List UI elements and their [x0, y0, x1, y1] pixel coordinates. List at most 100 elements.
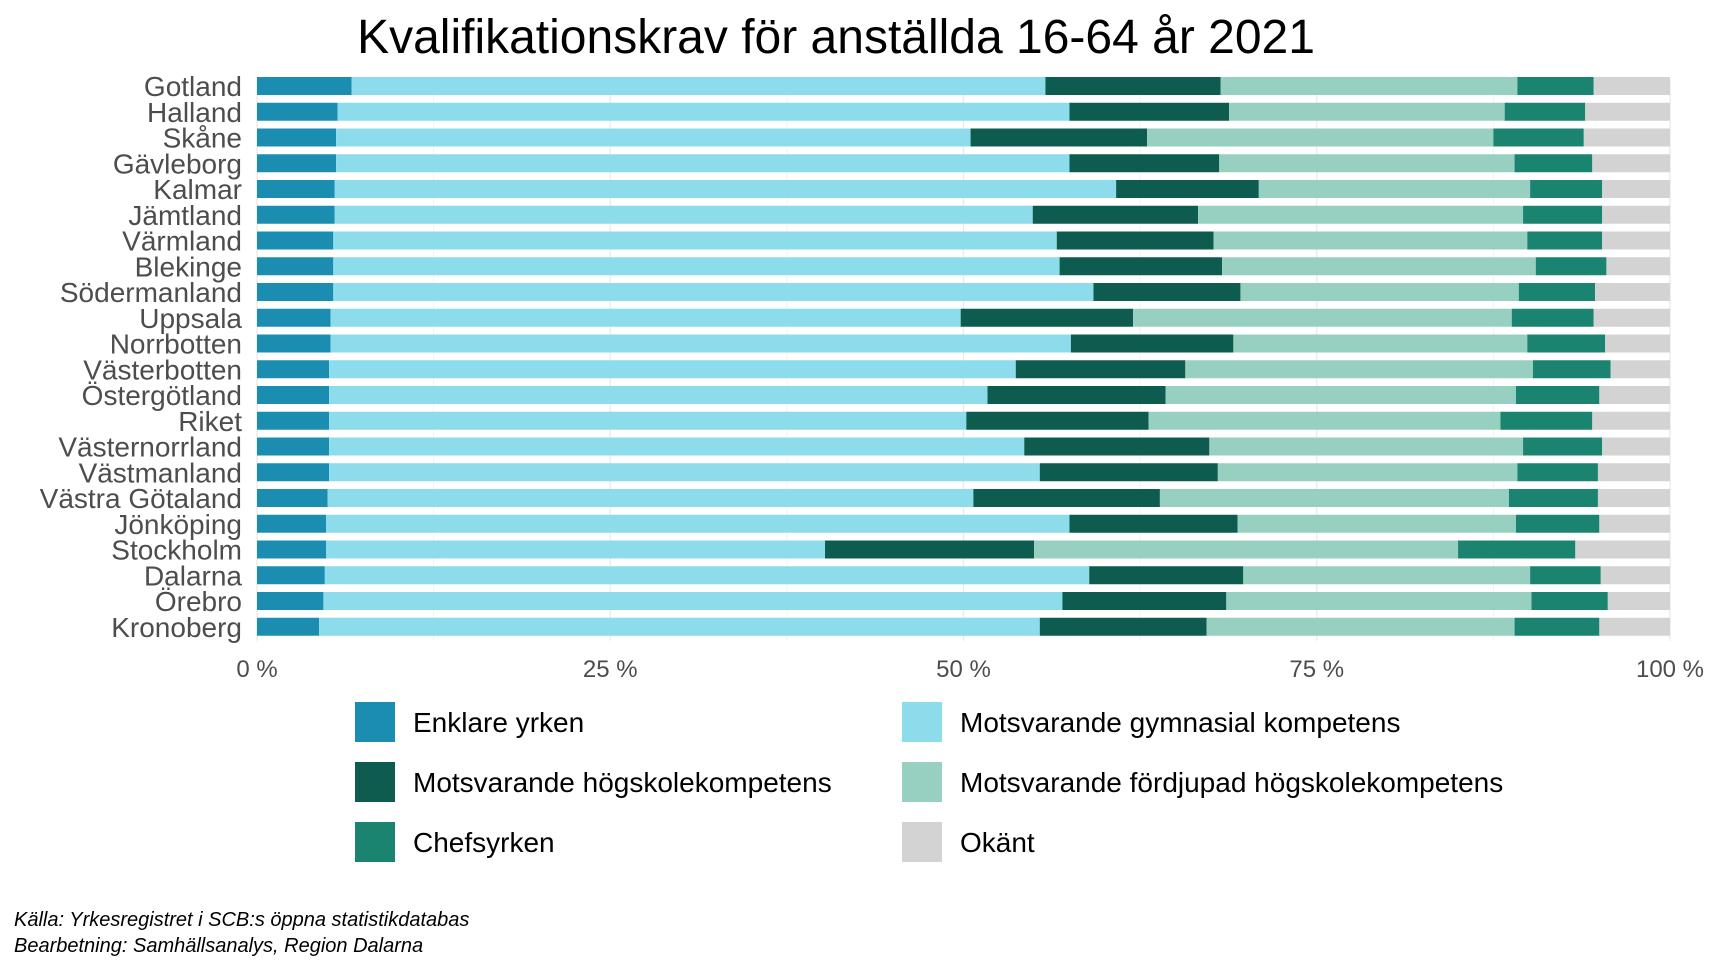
bar-segment-5-3 [1198, 205, 1524, 224]
legend-label: Motsvarande fördjupad högskolekompetens [960, 767, 1503, 798]
legend-label: Chefsyrken [413, 827, 555, 858]
bar-segment-18-0 [257, 540, 327, 559]
bar-segment-19-3 [1243, 566, 1531, 585]
bar-segment-20-5 [1607, 592, 1670, 610]
bar-segment-9-3 [1133, 308, 1512, 327]
bar-segment-4-4 [1530, 180, 1603, 198]
region-label: Uppsala [139, 303, 242, 334]
legend-swatch [902, 762, 942, 802]
bar-segment-7-0 [257, 257, 334, 276]
bar-segment-19-5 [1600, 566, 1670, 585]
bar-segment-11-3 [1185, 360, 1533, 379]
bar-segment-15-2 [1039, 463, 1218, 482]
region-label: Östergötland [82, 380, 242, 411]
bar-segment-8-1 [333, 283, 1094, 301]
bar-segment-5-5 [1602, 205, 1670, 224]
bar-segment-4-2 [1116, 180, 1259, 198]
bar-segment-14-1 [329, 437, 1025, 456]
bar-segment-5-2 [1032, 205, 1199, 224]
bar-segment-10-0 [257, 334, 331, 353]
bar-segment-12-3 [1165, 386, 1516, 404]
bar-segment-1-2 [1069, 102, 1230, 121]
bar-segment-3-3 [1219, 154, 1515, 173]
bar-segment-12-2 [987, 386, 1166, 404]
bar-segment-14-5 [1602, 437, 1670, 456]
bar-segment-21-1 [319, 617, 1040, 636]
bar-segment-8-3 [1240, 283, 1519, 301]
region-label: Västmanland [79, 457, 242, 488]
bar-segment-3-2 [1069, 154, 1220, 173]
bar-segment-0-2 [1045, 77, 1221, 95]
region-label: Dalarna [144, 560, 242, 591]
bar-segment-12-5 [1599, 386, 1670, 404]
legend-label: Motsvarande gymnasial kompetens [960, 707, 1400, 738]
bar-segment-2-0 [257, 128, 337, 147]
region-label: Norrbotten [110, 329, 242, 360]
bar-segment-13-5 [1592, 411, 1670, 430]
bar-segment-9-2 [960, 308, 1134, 327]
bar-segment-7-4 [1535, 257, 1607, 276]
bar-segment-15-1 [329, 463, 1040, 482]
bar-segment-17-5 [1599, 514, 1670, 533]
bar-segment-4-0 [257, 180, 335, 198]
legend: Enklare yrken Motsvarande gymnasial kompe… [355, 702, 1503, 862]
region-label: Västra Götaland [40, 483, 242, 514]
bar-segment-1-3 [1229, 102, 1505, 121]
bar-segment-16-1 [327, 489, 974, 507]
bar-segment-11-4 [1532, 360, 1611, 379]
region-label: Västernorrland [58, 432, 242, 463]
x-tick-label: 50 % [936, 656, 991, 683]
bar-segment-9-0 [257, 308, 331, 327]
source-line-1: Källa: Yrkesregistret i SCB:s öppna stat… [14, 909, 469, 931]
bar-segment-9-4 [1511, 308, 1594, 327]
region-label: Gävleborg [113, 148, 242, 179]
bar-segment-2-2 [970, 128, 1148, 147]
bar-segment-17-0 [257, 514, 327, 533]
bar-segment-4-5 [1602, 180, 1670, 198]
bar-segment-9-1 [330, 308, 961, 327]
bar-segment-20-1 [323, 592, 1063, 610]
bar-segment-21-4 [1514, 617, 1600, 636]
bar-segment-21-2 [1039, 617, 1207, 636]
bar-segment-12-1 [329, 386, 988, 404]
bar-segment-15-5 [1597, 463, 1670, 482]
region-label: Södermanland [60, 277, 242, 308]
bar-segment-3-0 [257, 154, 337, 173]
bar-segment-16-0 [257, 489, 328, 507]
region-label: Örebro [155, 586, 242, 617]
bar-segment-6-1 [333, 231, 1057, 250]
bar-segment-20-0 [257, 592, 324, 610]
x-axis-ticks: 0 % 25 % 50 % 75 % 100 % [236, 656, 1704, 683]
bar-segment-1-4 [1504, 102, 1586, 121]
bar-segment-10-2 [1070, 334, 1234, 353]
bar-segment-3-4 [1514, 154, 1593, 173]
bar-segment-4-3 [1258, 180, 1531, 198]
bar-segment-21-0 [257, 617, 320, 636]
bar-segment-14-4 [1523, 437, 1603, 456]
bar-segment-2-1 [336, 128, 971, 147]
bar-segment-20-4 [1531, 592, 1608, 610]
region-label: Västerbotten [83, 354, 242, 385]
bar-segment-13-0 [257, 411, 330, 430]
bar-segment-8-4 [1518, 283, 1596, 301]
legend-swatch [902, 702, 942, 742]
legend-swatch [355, 822, 395, 862]
bar-segment-15-3 [1217, 463, 1518, 482]
bar-segment-6-0 [257, 231, 334, 250]
bar-segment-13-4 [1500, 411, 1593, 430]
bar-segment-11-0 [257, 360, 330, 379]
bar-segment-17-1 [326, 514, 1070, 533]
bar-segment-6-2 [1056, 231, 1214, 250]
chart-title: Kvalifikationskrav för anställda 16-64 å… [357, 11, 1315, 64]
region-label: Skåne [163, 123, 242, 154]
region-label: Kalmar [153, 174, 242, 205]
x-tick-label: 25 % [583, 656, 638, 683]
bar-segment-0-0 [257, 77, 352, 95]
legend-swatch [902, 822, 942, 862]
bar-segment-19-4 [1530, 566, 1601, 585]
bar-segment-7-2 [1059, 257, 1223, 276]
bar-segment-16-5 [1597, 489, 1670, 507]
bar-segment-8-5 [1595, 283, 1670, 301]
bar-segment-15-4 [1517, 463, 1598, 482]
